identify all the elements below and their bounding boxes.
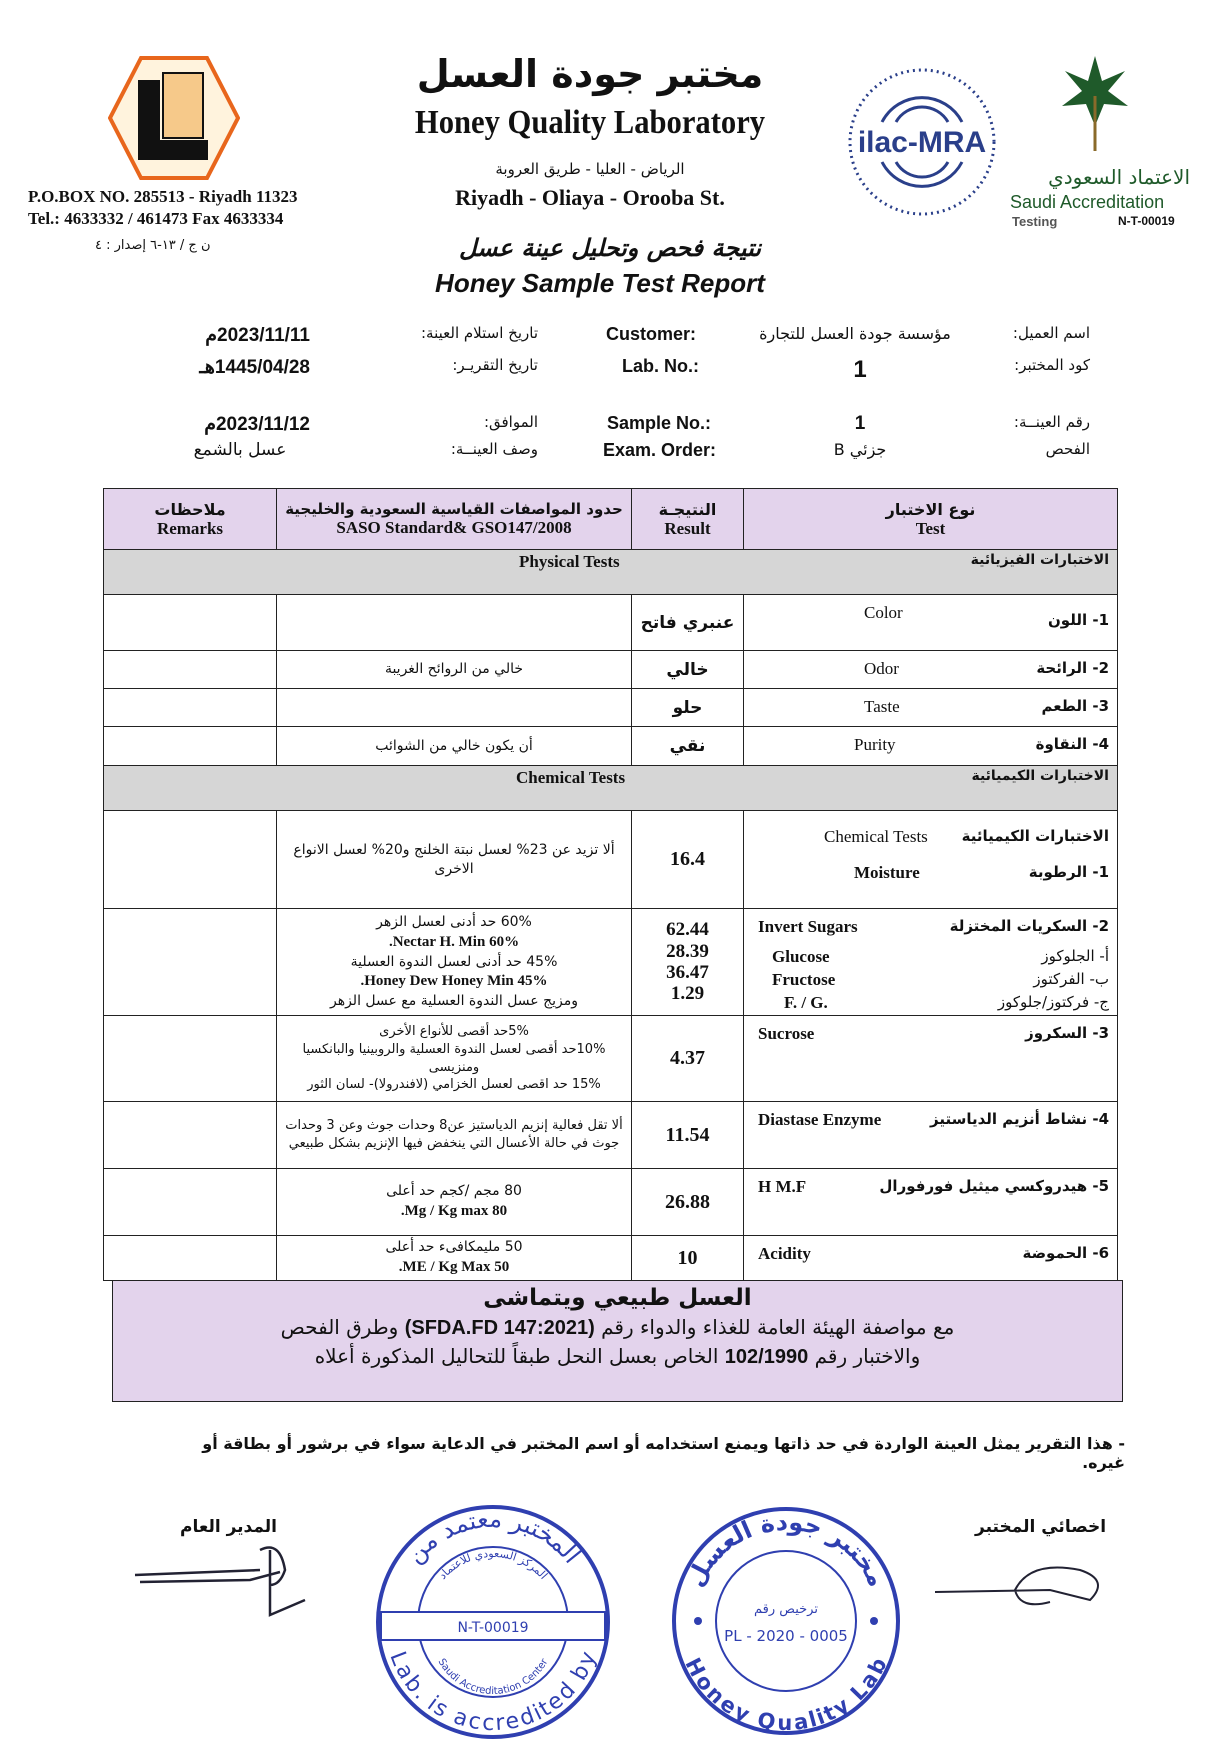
table-row: حلو Taste 3- الطعم	[103, 688, 1118, 727]
standard-header: حدود المواصفات القياسية السعودية والخليج…	[276, 488, 632, 550]
svg-text:Honey Quality Lab: Honey Quality Lab	[680, 1654, 891, 1735]
svg-text:المركز السعودي للاعتماد: المركز السعودي للاعتماد	[436, 1547, 550, 1582]
lab-title-ar: مختبر جودة العسل	[416, 52, 764, 96]
customer-value: مؤسسة جودة العسل للتجارة	[759, 324, 951, 343]
lab-specialist-signature	[934, 1566, 1099, 1606]
ilac-mra-logo: ilac-MRA	[848, 68, 996, 216]
saudi-accreditation-star-icon	[1062, 56, 1128, 151]
exam-order-label: Exam. Order:	[603, 440, 717, 460]
exam-order-value: جزئي B	[833, 440, 887, 459]
sample-no-label: Sample No.:	[607, 413, 712, 433]
lab-no-label-ar: كود المختبر:	[1014, 356, 1090, 374]
accreditation-type: Testing	[1012, 214, 1058, 229]
lab-logo	[108, 56, 240, 180]
lab-no-label: Lab. No.:	[622, 356, 699, 376]
table-row-acidity: 50 مليمكافىء حد أعلى 50 ME / Kg Max. 10 Ac…	[103, 1235, 1118, 1281]
sample-no-value: 1	[854, 413, 866, 434]
customer-label: Customer:	[606, 324, 697, 344]
results-table: ملاحظات Remarks حدود المواصفات القياسية ا…	[103, 488, 1118, 1281]
table-row: عنبري فاتح Color 1- اللون	[103, 594, 1118, 651]
svg-text:PL - 2020 - 0005: PL - 2020 - 0005	[724, 1627, 848, 1645]
report-title-en: Honey Sample Test Report	[435, 268, 765, 298]
sample-no-label-ar: رقم العينــة:	[1013, 413, 1090, 431]
test-header: نوع الاختبار Test	[743, 488, 1118, 550]
table-row-moisture: ألا تزيد عن 23% لعسل نبتة الخلنج و20% لع…	[103, 810, 1118, 909]
table-row-diastase: ألا تقل فعالية إنزيم الدياستيز عن8 وحدات…	[103, 1101, 1118, 1169]
telephone: Tel.: 4633332 / 461473 Fax 4633334	[28, 209, 284, 228]
lab-title-en: Honey Quality Laboratory	[414, 104, 766, 141]
table-row-hmf: 80 مجم /كجم حد أعلى 80 Mg / Kg max. 26.88 …	[103, 1168, 1118, 1236]
conclusion-title: العسل طبيعي ويتماشى	[483, 1285, 752, 1311]
conclusion-line-2: مع مواصفة الهيئة العامة للغذاء والدواء ر…	[280, 1315, 955, 1339]
result-header: النتيجـة Result	[631, 488, 744, 550]
accreditation-ar: الاعتماد السعودي	[1048, 165, 1190, 189]
svg-text:ترخيص رقم: ترخيص رقم	[754, 1602, 818, 1617]
lab-specialist-label: اخصائي المختبر	[975, 1517, 1107, 1537]
corresponding-label: الموافق:	[483, 413, 538, 431]
document-ref: ن ج / ١٣-٦ إصدار : ٤	[95, 238, 211, 253]
table-row: أن يكون خالي من الشوائب نقي Purity 4- النقا…	[103, 726, 1118, 766]
accreditation-number: N-T-00019	[1118, 214, 1175, 228]
disclaimer-note: - هذا التقرير يمثل العينة الواردة في حد …	[202, 1434, 1125, 1472]
address-en: Riyadh - Oliaya - Orooba St.	[455, 185, 725, 210]
lab-no-value: 1	[853, 356, 867, 383]
report-date: 1445/04/28هـ	[199, 357, 310, 378]
table-row-sucrose: 5%حد أقصى للأنواع الأخرى 10%حد أقصى لعسل …	[103, 1015, 1118, 1102]
svg-text:Saudi Accreditation Center: Saudi Accreditation Center	[436, 1656, 551, 1697]
receipt-date: 2023/11/11م	[205, 325, 310, 346]
corresponding-date: 2023/11/12م	[204, 414, 310, 435]
svg-text:N-T-00019: N-T-00019	[457, 1620, 528, 1636]
customer-label-ar: اسم العميل:	[1012, 324, 1090, 342]
table-header: ملاحظات Remarks حدود المواصفات القياسية ا…	[103, 488, 1118, 550]
ilac-text: ilac-MRA	[858, 126, 986, 159]
sample-description: عسل بالشمع	[193, 440, 287, 460]
table-row: خالي من الروائح الغريبة خالي Odor 2- الرائح…	[103, 650, 1118, 689]
physical-tests-band: Physical Tests الاختبارات الفيزيائية	[103, 549, 1118, 595]
general-manager-signature	[134, 1546, 306, 1617]
conclusion-box: العسل طبيعي ويتماشى مع مواصفة الهيئة الع…	[112, 1280, 1123, 1402]
sample-desc-label: وصف العينــة:	[450, 440, 538, 458]
table-row-sugars: 60% حد أدنى لعسل الزهر 60% Nectar H. Min.…	[103, 908, 1118, 1016]
remarks-header: ملاحظات Remarks	[103, 488, 277, 550]
report-date-label: تاريخ التقريـر:	[452, 356, 538, 374]
address-ar: الرياض - العليا - طريق العروبة	[495, 160, 685, 178]
exam-order-label-ar: الفحص	[1045, 440, 1090, 458]
po-box: P.O.BOX NO. 285513 - Riyadh 11323	[28, 187, 298, 206]
general-manager-label: المدير العام	[180, 1517, 277, 1537]
chemical-tests-band: Chemical Tests الاختبارات الكيميائية	[103, 765, 1118, 811]
conclusion-line-3: والاختبار رقم 102/1990 الخاص بعسل النحل …	[314, 1344, 921, 1368]
accreditation-stamp: المختبر معتمد من المركز السعودي للاعتماد…	[376, 1505, 610, 1739]
accreditation-en: Saudi Accreditation	[1010, 192, 1165, 212]
report-title-ar: نتيجة فحص وتحليل عينة عسل	[458, 234, 761, 262]
svg-text:مختبر جودة العسل: مختبر جودة العسل	[681, 1508, 891, 1591]
receipt-date-label: تاريخ استلام العينة:	[420, 324, 538, 342]
honey-lab-stamp: مختبر جودة العسل ترخيص رقم PL - 2020 - 0…	[672, 1507, 900, 1735]
